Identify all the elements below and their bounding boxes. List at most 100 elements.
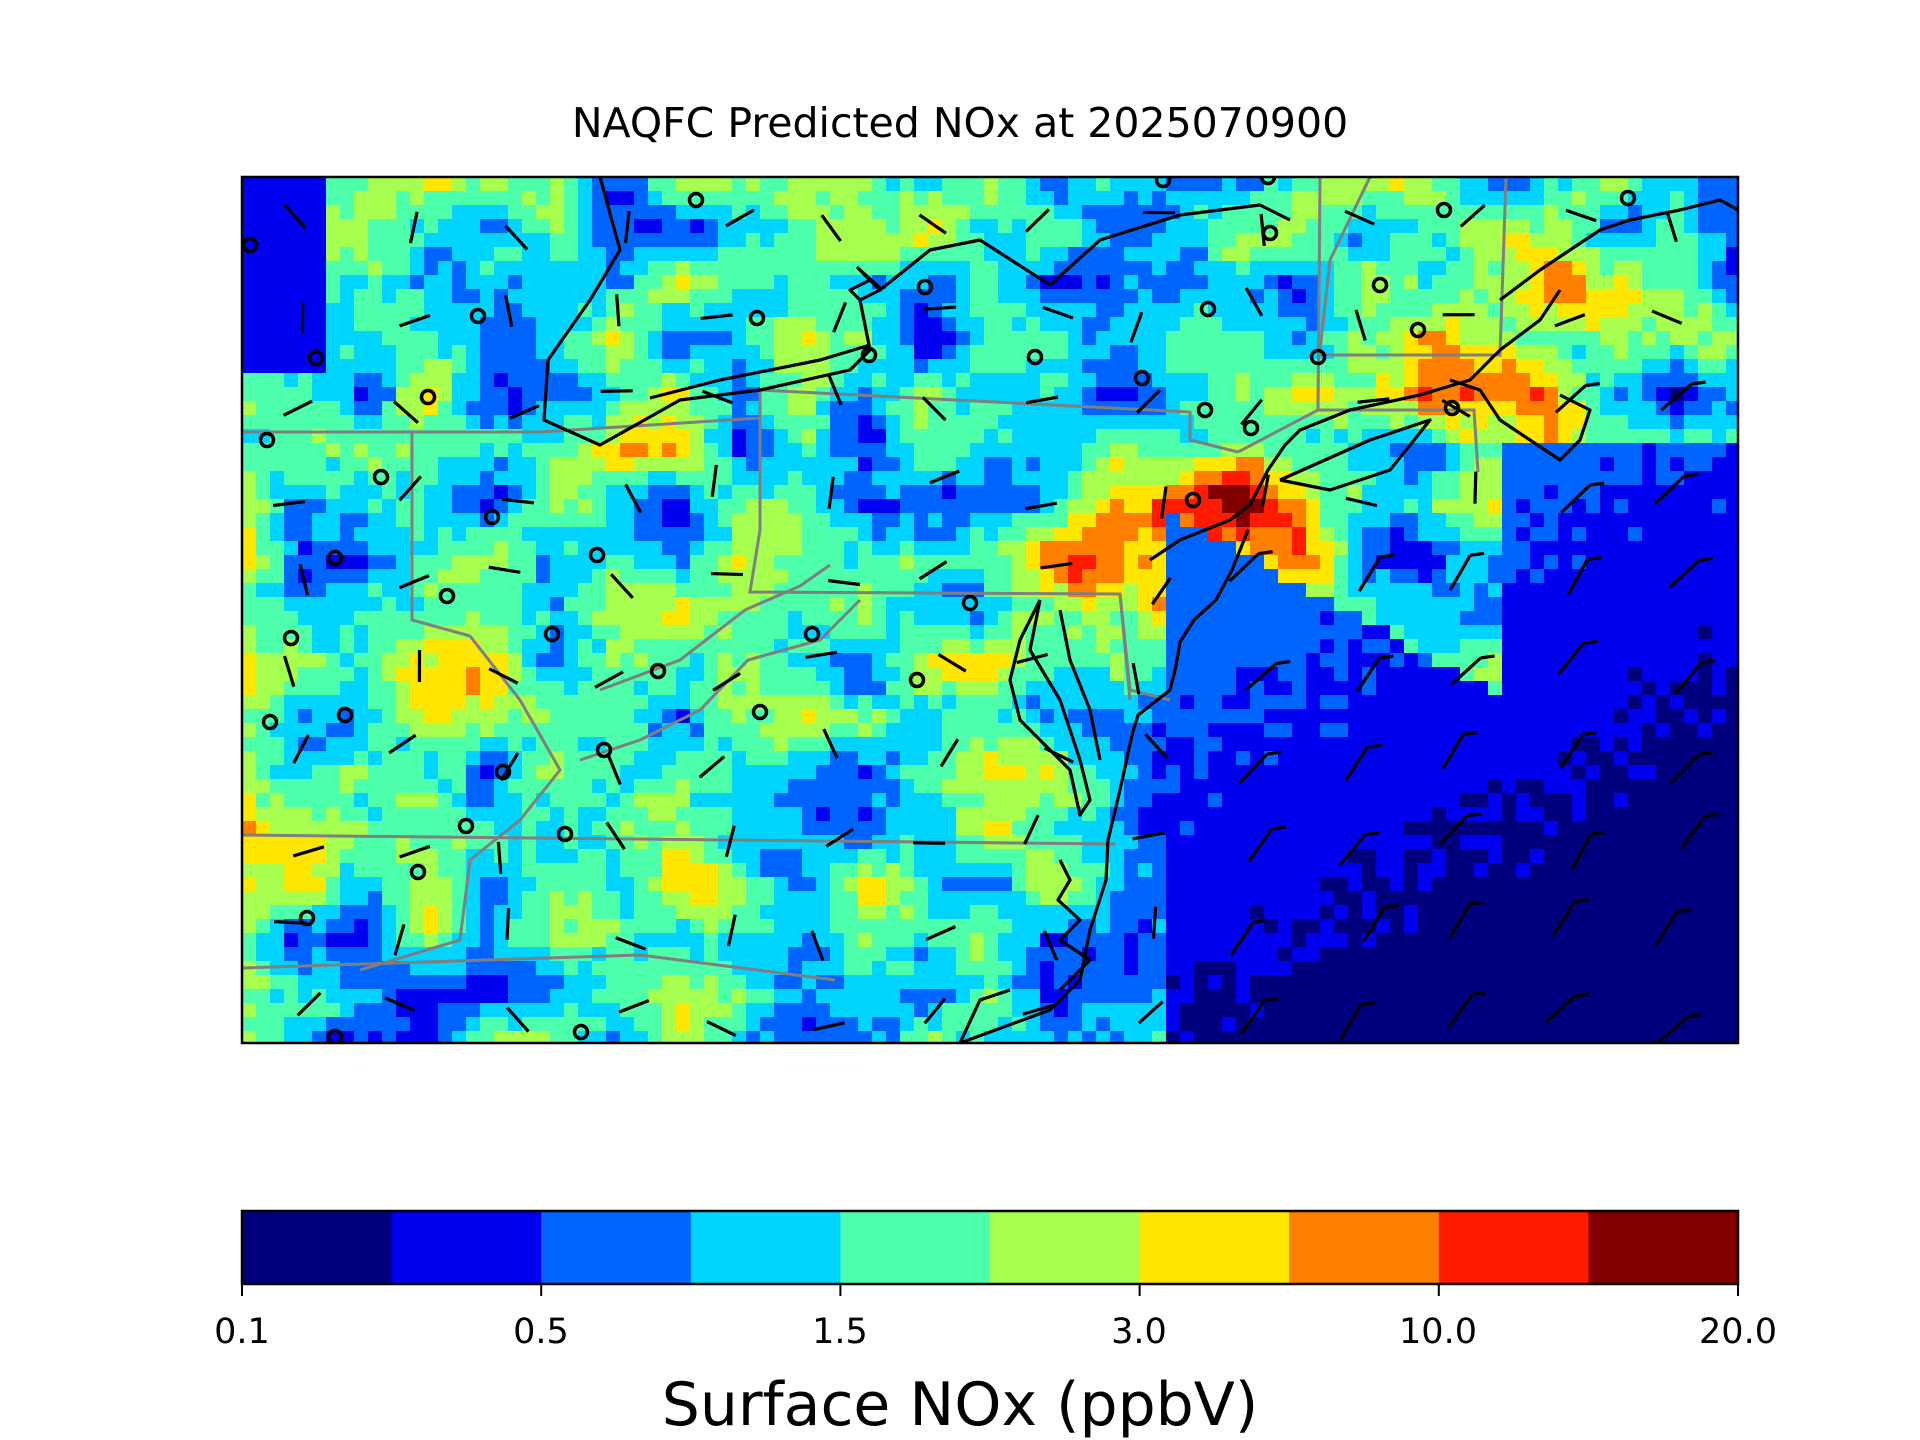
field-cell bbox=[816, 793, 831, 808]
field-cell bbox=[900, 471, 915, 486]
field-cell bbox=[242, 779, 257, 794]
field-cell bbox=[340, 275, 355, 290]
field-cell bbox=[970, 639, 985, 654]
field-cell bbox=[1600, 765, 1615, 780]
field-cell bbox=[956, 289, 971, 304]
field-cell bbox=[1726, 471, 1738, 486]
field-cell bbox=[1418, 583, 1433, 598]
field-cell bbox=[550, 751, 565, 766]
field-cell bbox=[1334, 555, 1349, 570]
field-cell bbox=[1474, 219, 1489, 234]
field-cell bbox=[564, 639, 579, 654]
field-cell bbox=[522, 345, 537, 360]
field-cell bbox=[396, 625, 411, 640]
field-cell bbox=[1488, 443, 1503, 458]
field-cell bbox=[1208, 177, 1223, 192]
field-cell bbox=[1712, 513, 1727, 528]
field-cell bbox=[564, 275, 579, 290]
field-cell bbox=[298, 247, 313, 262]
field-cell bbox=[592, 499, 607, 514]
field-cell bbox=[424, 219, 439, 234]
field-cell bbox=[1558, 261, 1573, 276]
field-cell bbox=[984, 471, 999, 486]
field-cell bbox=[564, 765, 579, 780]
field-cell bbox=[1236, 275, 1251, 290]
field-cell bbox=[1586, 317, 1601, 332]
field-cell bbox=[634, 681, 649, 696]
field-cell bbox=[1096, 611, 1111, 626]
field-cell bbox=[1110, 373, 1125, 388]
field-cell bbox=[1362, 247, 1377, 262]
field-cell bbox=[802, 387, 817, 402]
field-cell bbox=[1642, 303, 1657, 318]
field-cell bbox=[1110, 415, 1125, 430]
field-cell bbox=[1446, 331, 1461, 346]
field-cell bbox=[326, 807, 341, 822]
field-cell bbox=[662, 303, 677, 318]
field-cell bbox=[592, 597, 607, 612]
field-cell bbox=[1586, 793, 1601, 808]
field-cell bbox=[298, 765, 313, 780]
field-cell bbox=[438, 667, 453, 682]
field-cell bbox=[1236, 485, 1251, 500]
field-cell bbox=[956, 639, 971, 654]
field-cell bbox=[270, 387, 285, 402]
field-cell bbox=[1614, 205, 1629, 220]
field-cell bbox=[1068, 345, 1083, 360]
field-cell bbox=[592, 639, 607, 654]
field-cell bbox=[424, 191, 439, 206]
field-cell bbox=[1628, 415, 1643, 430]
field-cell bbox=[1348, 387, 1363, 402]
field-cell bbox=[718, 597, 733, 612]
field-cell bbox=[270, 793, 285, 808]
field-cell bbox=[1194, 415, 1209, 430]
field-cell bbox=[914, 653, 929, 668]
field-cell bbox=[1502, 527, 1517, 542]
field-cell bbox=[1698, 765, 1713, 780]
field-cell bbox=[620, 247, 635, 262]
field-cell bbox=[1138, 191, 1153, 206]
field-cell bbox=[592, 821, 607, 836]
field-cell bbox=[1516, 233, 1531, 248]
field-cell bbox=[1306, 205, 1321, 220]
field-cell bbox=[1572, 695, 1587, 710]
field-cell bbox=[788, 289, 803, 304]
field-cell bbox=[718, 289, 733, 304]
field-cell bbox=[382, 793, 397, 808]
field-cell bbox=[1068, 219, 1083, 234]
field-cell bbox=[410, 667, 425, 682]
field-cell bbox=[1222, 261, 1237, 276]
field-cell bbox=[984, 219, 999, 234]
field-cell bbox=[914, 191, 929, 206]
field-cell bbox=[732, 625, 747, 640]
field-cell bbox=[886, 513, 901, 528]
field-cell bbox=[256, 275, 271, 290]
field-cell bbox=[872, 513, 887, 528]
field-cell bbox=[1642, 597, 1657, 612]
field-cell bbox=[452, 639, 467, 654]
field-cell bbox=[858, 779, 873, 794]
field-cell bbox=[326, 247, 341, 262]
field-cell bbox=[984, 345, 999, 360]
field-cell bbox=[1558, 639, 1573, 654]
field-cell bbox=[704, 261, 719, 276]
field-cell bbox=[1264, 499, 1279, 514]
field-cell bbox=[312, 485, 327, 500]
field-cell bbox=[1726, 723, 1738, 738]
field-cell bbox=[312, 359, 327, 374]
field-cell bbox=[1096, 779, 1111, 794]
field-cell bbox=[900, 723, 915, 738]
field-cell bbox=[1614, 387, 1629, 402]
field-cell bbox=[410, 513, 425, 528]
field-cell bbox=[1684, 639, 1699, 654]
field-cell bbox=[1208, 359, 1223, 374]
field-cell bbox=[928, 443, 943, 458]
field-cell bbox=[284, 233, 299, 248]
field-cell bbox=[1040, 177, 1055, 192]
field-cell bbox=[1110, 653, 1125, 668]
field-cell bbox=[970, 457, 985, 472]
field-cell bbox=[956, 653, 971, 668]
field-cell bbox=[1138, 793, 1153, 808]
field-cell bbox=[550, 443, 565, 458]
field-cell bbox=[242, 569, 257, 584]
